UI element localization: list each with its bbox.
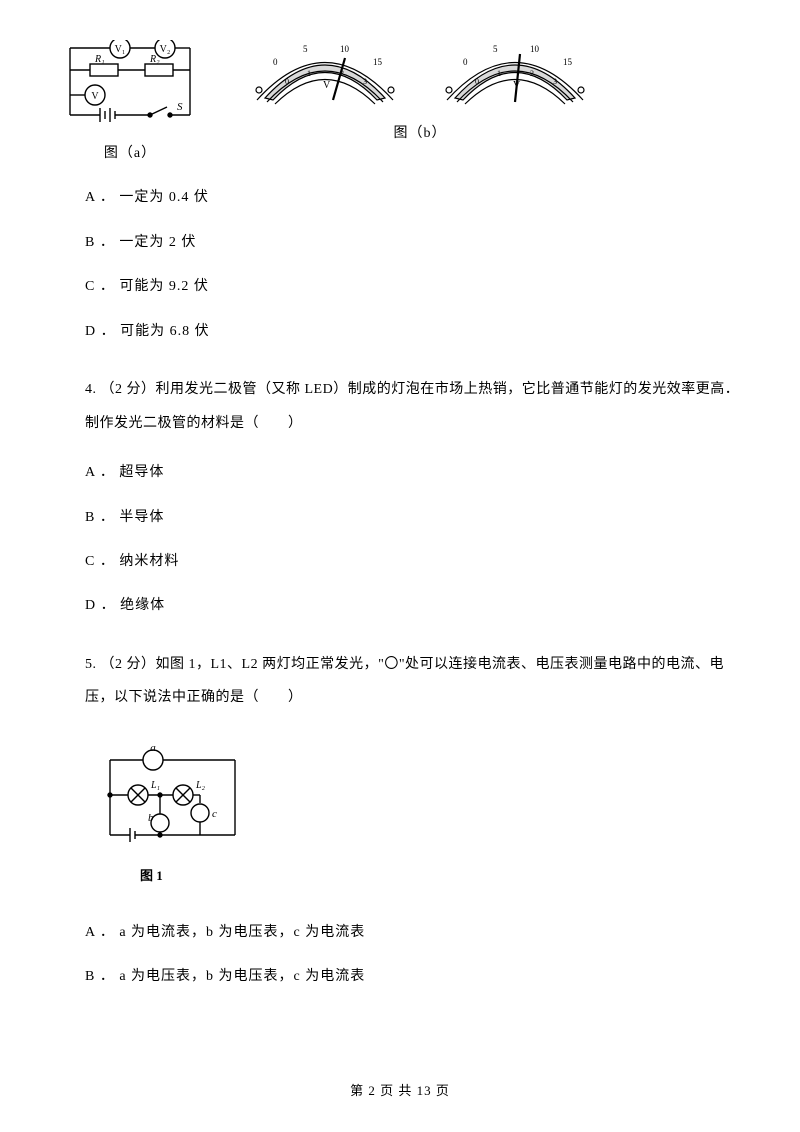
svg-text:V₁: V₁ [115,44,126,55]
svg-text:L₁: L₁ [150,780,160,791]
q5-caption: 图 1 [140,866,745,887]
figure-b-group: 0 5 10 15 0 1 2 3 V [245,40,595,145]
q5-option-b: B ． a 为电压表，b 为电压表，c 为电流表 [85,966,745,988]
svg-text:0: 0 [463,57,468,67]
svg-text:15: 15 [373,57,383,67]
q5-option-a: A ． a 为电流表，b 为电压表，c 为电流表 [85,922,745,944]
svg-text:2: 2 [530,69,534,78]
circuit-5-diagram: a L₁ L₂ b c [95,745,250,850]
svg-text:10: 10 [340,44,350,54]
gauge-1: 0 5 10 15 0 1 2 3 V [245,40,405,115]
figure-row: V₁ V₂ R₁ R₂ [55,40,745,165]
gauges-row: 0 5 10 15 0 1 2 3 V [245,40,595,115]
svg-text:5: 5 [303,44,308,54]
q4-stem: 4. （2 分）利用发光二极管（又称 LED）制成的灯泡在市场上热销，它比普通节… [55,373,745,440]
caption-b: 图（b） [394,123,447,145]
svg-text:R₂: R₂ [149,54,160,65]
q4-option-b: B ． 半导体 [85,507,745,529]
caption-a: 图（a） [104,143,156,165]
svg-text:R₁: R₁ [94,54,105,65]
page-footer: 第 2 页 共 13 页 [0,1081,800,1102]
q4-option-d: D ． 绝缘体 [85,595,745,617]
svg-text:0: 0 [273,57,278,67]
svg-text:L₂: L₂ [195,780,206,791]
svg-text:V: V [323,80,331,91]
svg-text:5: 5 [493,44,498,54]
svg-text:3: 3 [363,77,367,86]
q3-option-a: A ． 一定为 0.4 伏 [85,187,745,209]
gauge-2: 0 5 10 15 0 1 2 3 V [435,40,595,115]
q3-option-d: D ． 可能为 6.8 伏 [85,321,745,343]
q4-option-a: A ． 超导体 [85,462,745,484]
svg-text:1: 1 [307,69,311,78]
svg-text:S: S [177,101,183,113]
q5-stem: 5. （2 分）如图 1，L1、L2 两灯均正常发光，"〇"处可以连接电流表、电… [55,648,745,715]
figure-a-group: V₁ V₂ R₁ R₂ [55,40,205,165]
svg-text:1: 1 [497,69,501,78]
circuit-a-diagram: V₁ V₂ R₁ R₂ [55,40,205,135]
q3-option-b: B ． 一定为 2 伏 [85,232,745,254]
svg-text:V: V [91,91,99,102]
svg-text:b: b [148,812,154,824]
svg-text:3: 3 [553,77,557,86]
svg-text:a: a [150,745,156,754]
svg-text:0: 0 [285,77,289,86]
q4-option-c: C ． 纳米材料 [85,551,745,573]
svg-text:V₂: V₂ [160,44,171,55]
svg-text:0: 0 [475,77,479,86]
q3-option-c: C ． 可能为 9.2 伏 [85,276,745,298]
svg-text:c: c [212,808,217,820]
svg-text:15: 15 [563,57,573,67]
svg-text:10: 10 [530,44,540,54]
